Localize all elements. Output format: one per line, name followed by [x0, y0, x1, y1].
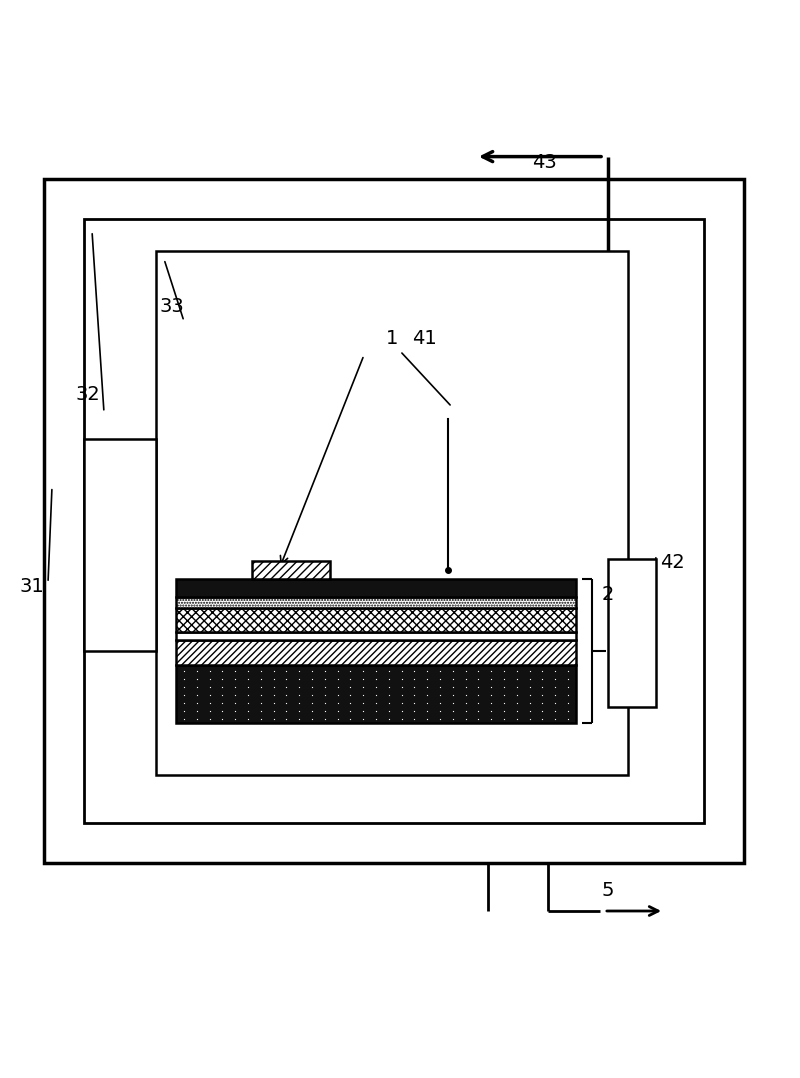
Bar	[252, 562, 330, 579]
Bar	[84, 219, 704, 823]
Bar	[608, 559, 656, 707]
Bar	[44, 179, 744, 863]
Bar	[176, 640, 576, 665]
Text: 1: 1	[386, 330, 398, 348]
Bar	[84, 439, 156, 651]
Bar	[176, 665, 576, 723]
Text: 31: 31	[20, 578, 44, 596]
Text: 43: 43	[532, 153, 556, 172]
Bar	[176, 596, 576, 608]
Text: 2: 2	[602, 585, 614, 605]
Bar	[176, 579, 576, 596]
Text: 42: 42	[660, 553, 684, 572]
Text: 32: 32	[76, 386, 100, 404]
Bar	[156, 251, 628, 775]
Bar	[176, 632, 576, 640]
Text: 41: 41	[412, 330, 436, 348]
Text: 5: 5	[602, 882, 614, 900]
Bar	[176, 608, 576, 632]
Text: 33: 33	[160, 298, 184, 317]
